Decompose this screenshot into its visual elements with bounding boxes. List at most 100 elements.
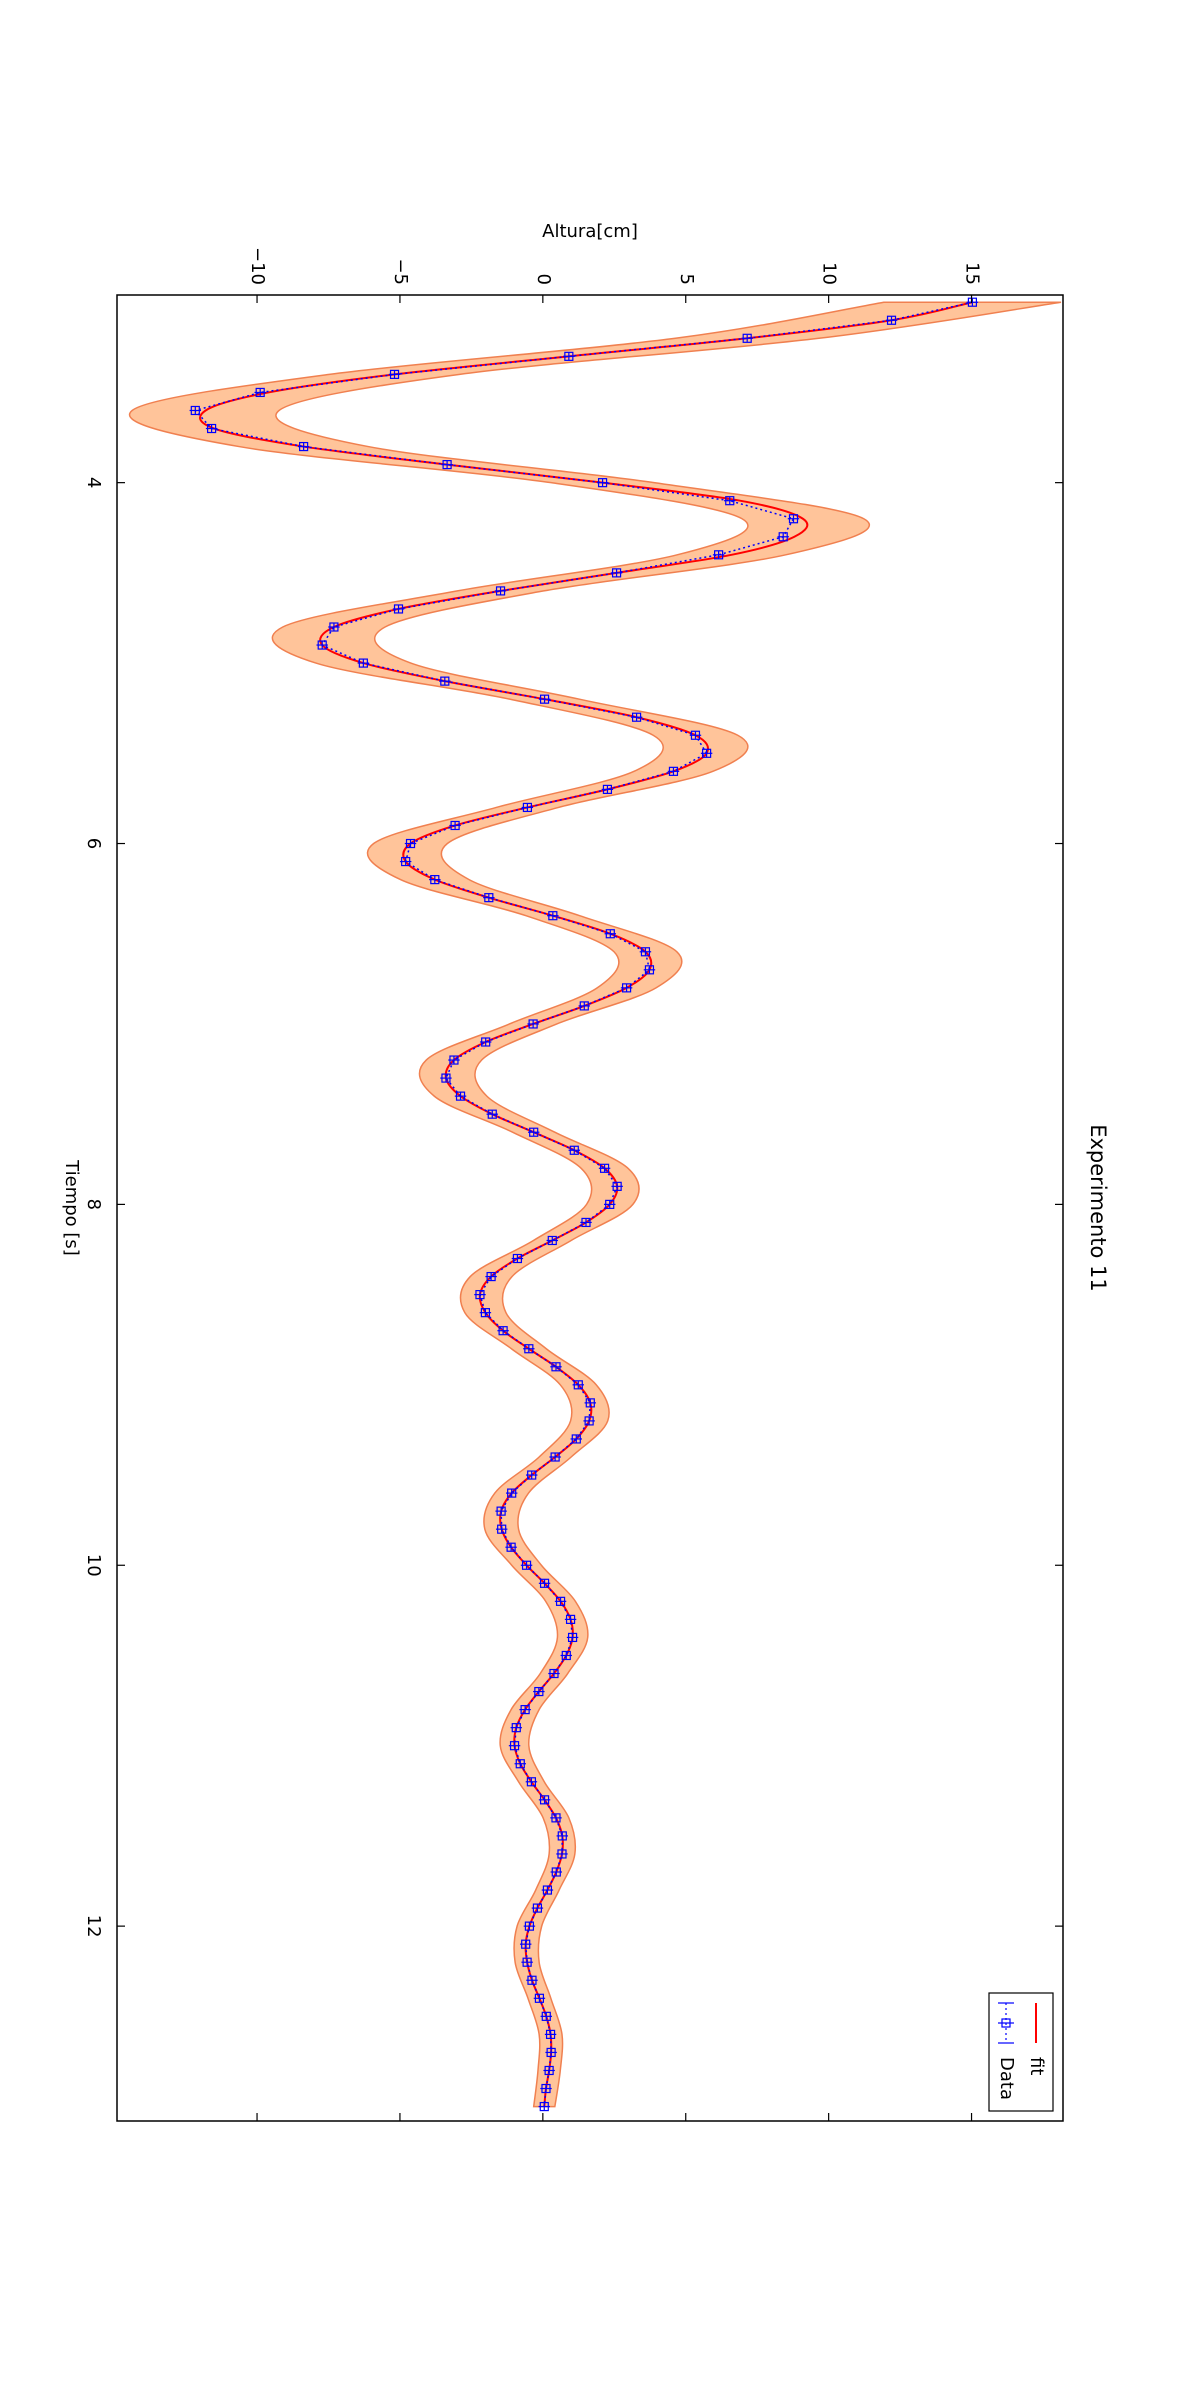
data-point xyxy=(545,2029,556,2039)
data-point xyxy=(481,1037,491,1047)
data-point xyxy=(967,297,978,307)
legend-label: Data xyxy=(996,2057,1017,2100)
data-point xyxy=(506,1542,516,1552)
data-point xyxy=(581,1217,591,1228)
data-point xyxy=(886,315,897,325)
legend-label: fit xyxy=(1026,2057,1047,2075)
data-point xyxy=(401,856,411,867)
data-point xyxy=(788,514,799,524)
data-point xyxy=(393,604,404,614)
y-tick-label: −5 xyxy=(390,258,411,285)
data-point xyxy=(640,947,651,957)
data-point xyxy=(542,1885,553,1895)
data-point xyxy=(497,1524,507,1534)
confidence-band xyxy=(129,301,1062,2108)
data-point xyxy=(206,423,217,434)
data-point xyxy=(541,2011,551,2021)
data-point xyxy=(521,1560,532,1570)
data-point xyxy=(528,1019,538,1029)
data-point xyxy=(584,1416,594,1426)
data-point xyxy=(546,2047,556,2058)
data-point xyxy=(190,405,200,416)
data-point xyxy=(524,1921,535,1931)
data-point xyxy=(317,640,327,650)
data-point xyxy=(512,1253,523,1264)
data-point xyxy=(498,1326,508,1336)
data-point xyxy=(541,2083,551,2094)
data-point xyxy=(526,1777,537,1787)
data-point xyxy=(511,1723,521,1733)
data-point xyxy=(532,1903,543,1913)
data-point xyxy=(521,1939,531,1949)
data-point xyxy=(534,1686,544,1697)
x-tick-label: 6 xyxy=(83,838,104,849)
data-point xyxy=(573,1380,583,1390)
data-point xyxy=(597,478,608,488)
data-point xyxy=(561,1650,571,1661)
data-point xyxy=(631,712,642,722)
data-point xyxy=(522,802,533,813)
data-point xyxy=(571,1434,581,1444)
legend: fit Data xyxy=(988,1992,1054,2112)
data-point xyxy=(539,1578,550,1588)
data-point xyxy=(602,784,613,794)
data-point xyxy=(299,441,309,452)
data-point xyxy=(430,875,440,885)
data-point xyxy=(544,2065,554,2076)
data-point xyxy=(534,1993,545,2003)
data-point xyxy=(548,911,558,921)
data-point xyxy=(480,1308,490,1318)
data-point xyxy=(644,965,655,975)
data-point xyxy=(565,1614,576,1624)
chart-title: Experimento 11 xyxy=(1086,1124,1110,1292)
data-point xyxy=(549,1668,559,1679)
data-point xyxy=(551,1362,561,1372)
data-point xyxy=(487,1109,497,1119)
data-point xyxy=(585,1398,595,1408)
x-tick-label: 12 xyxy=(83,1915,104,1938)
data-point xyxy=(475,1290,485,1300)
data-point xyxy=(484,893,494,903)
x-axis-label: Tiempo [s] xyxy=(61,1159,82,1256)
data-point xyxy=(547,1235,557,1246)
data-point xyxy=(567,1632,578,1643)
data-point xyxy=(449,1055,459,1065)
data-point xyxy=(539,694,550,704)
data-point xyxy=(555,1596,566,1606)
data-point xyxy=(507,1488,517,1498)
data-point xyxy=(522,1957,532,1967)
data-point xyxy=(557,1831,567,1841)
data-point xyxy=(742,333,752,343)
data-point xyxy=(405,838,416,849)
plot-frame xyxy=(116,294,1064,2122)
x-tick-label: 10 xyxy=(83,1554,104,1577)
data-point xyxy=(778,532,788,542)
data-point xyxy=(539,1795,550,1805)
y-tick-label: 5 xyxy=(676,274,697,285)
data-point xyxy=(569,1145,579,1155)
data-point xyxy=(358,658,368,668)
data-point xyxy=(551,1813,561,1823)
data-point xyxy=(486,1271,496,1282)
data-point xyxy=(495,586,506,596)
data-point xyxy=(440,676,450,686)
data-point xyxy=(524,1344,534,1354)
data-point xyxy=(612,1181,622,1191)
y-tick-label: −10 xyxy=(247,247,268,285)
x-tick-label: 4 xyxy=(83,477,104,488)
data-point xyxy=(255,387,265,398)
data-point xyxy=(496,1506,506,1516)
data-point xyxy=(509,1741,520,1751)
y-tick-label: 0 xyxy=(533,274,554,285)
data-point xyxy=(557,1849,567,1859)
data-point xyxy=(527,1975,537,1985)
data-point xyxy=(520,1705,530,1715)
data-point xyxy=(605,929,615,939)
data-point xyxy=(599,1163,610,1173)
data-point xyxy=(668,766,679,776)
data-point xyxy=(621,983,632,993)
x-tick-label: 8 xyxy=(83,1199,104,1210)
data-point xyxy=(690,730,701,740)
